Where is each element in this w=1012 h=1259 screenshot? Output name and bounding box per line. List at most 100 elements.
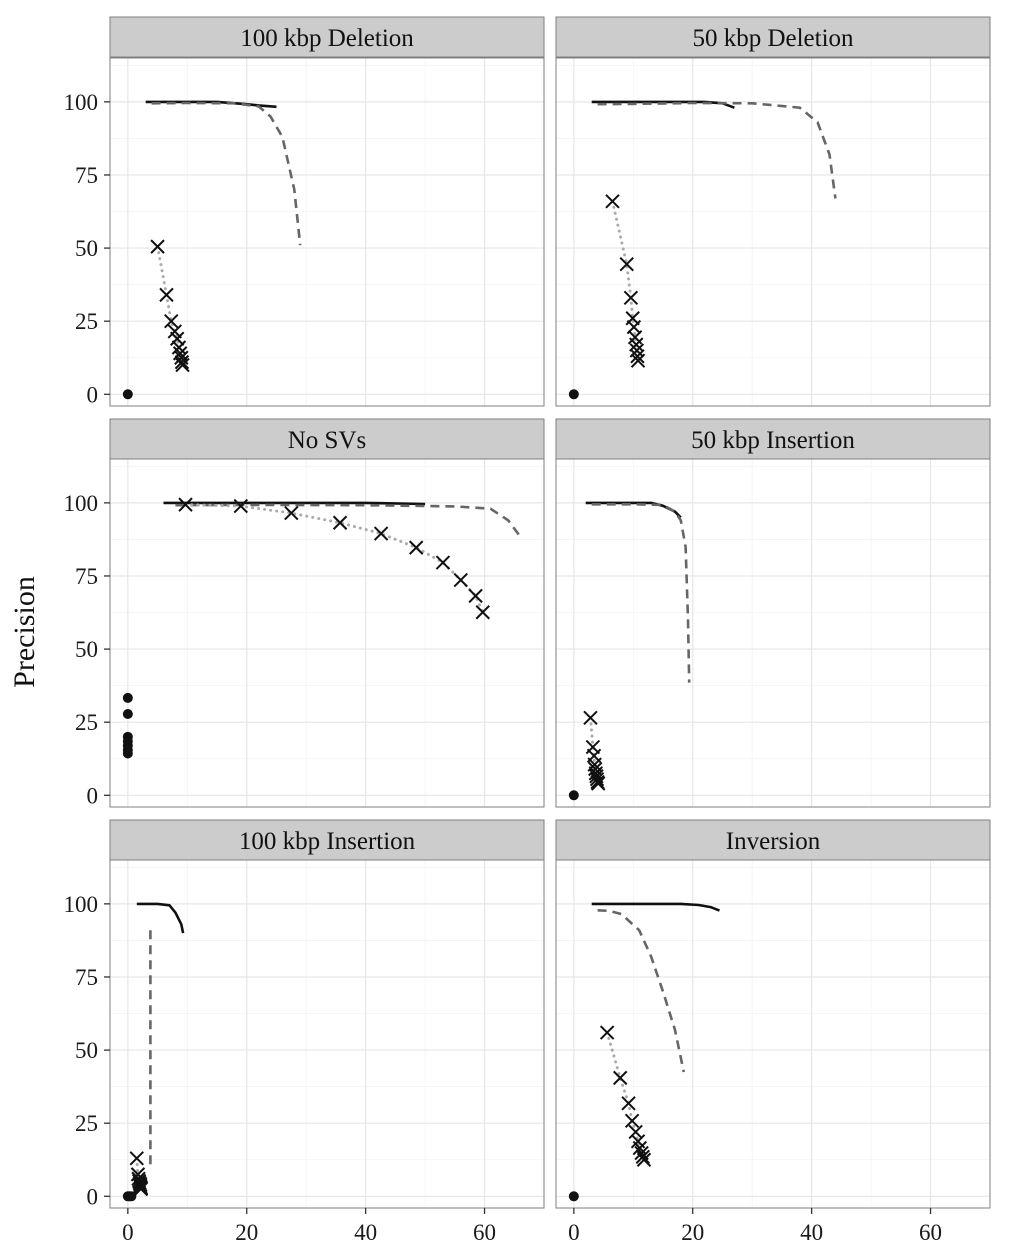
panel-background [109,57,545,407]
circle-point [568,389,579,400]
series-line-dotted_x [611,199,640,363]
facet-title: 100 kbp Deletion [240,25,414,52]
x-marker-point [150,239,165,254]
facet-panels: 100 kbp Deletion 0 25 50 75 100 50 kbp Deletio… [64,16,991,1245]
facet-strip [109,418,545,460]
x-marker-point [475,605,490,620]
x-marker-point [621,1096,636,1111]
x-marker-point [133,1181,149,1197]
circle-point [122,709,133,720]
series-line-dashed [597,909,686,1073]
series-line-dotted_x [156,245,184,367]
facet-strip [555,16,991,58]
facet-title: 50 kbp Deletion [692,25,854,52]
series-line-dotted_x [184,503,485,614]
facet-strip [555,418,991,460]
panel-border [555,859,991,1209]
x-marker-point [233,498,249,514]
y-tick-label: 75 [75,163,98,188]
panel-border [555,57,991,407]
x-marker-point [636,1152,652,1167]
facet-title: No SVs [288,427,367,454]
x-marker-point [133,1177,148,1192]
series-line-dashed [175,503,522,538]
y-tick-label: 100 [64,90,99,115]
x-marker-point [164,313,179,329]
facet-panel: 50 kbp Insertion [555,418,991,808]
x-tick-label: 20 [235,1220,258,1245]
facet-panel: No SVs 0 25 50 75 100 [64,418,545,808]
facet-panel: 100 kbp Deletion 0 25 50 75 100 [64,16,545,407]
x-marker-point [172,346,188,361]
y-tick-label: 100 [64,892,99,917]
x-tick-label: 0 [122,1220,134,1245]
x-marker-point [453,572,468,588]
x-marker-point [332,515,348,530]
x-marker-point [373,526,389,541]
x-tick-label: 60 [919,1220,942,1245]
x-marker-point [178,497,193,512]
x-marker-point [599,1025,615,1040]
x-marker-point [175,357,190,373]
circle-point [122,748,133,759]
facet-strip [555,819,991,861]
y-tick-label: 50 [75,236,98,261]
y-axis-label: Precision [8,576,41,688]
panel-background [555,458,991,808]
facet-title: 100 kbp Insertion [239,828,416,855]
series-line-dashed [597,101,837,199]
panel-border [109,458,545,808]
x-tick-label: 60 [473,1220,496,1245]
y-tick-label: 50 [75,1038,98,1063]
x-marker-point [630,349,645,364]
panel-data [122,497,522,759]
panel-border [109,57,545,407]
x-tick-label: 40 [354,1220,377,1245]
x-marker-point [635,1149,651,1165]
x-marker-point [284,505,299,521]
y-tick-label: 0 [87,1184,99,1209]
y-tick-label: 25 [75,1111,98,1136]
circle-point [122,692,133,703]
y-tick-label: 75 [75,965,98,990]
x-tick-label: 20 [681,1220,704,1245]
x-marker-point [619,256,634,272]
x-marker-point [468,588,483,604]
y-tick-label: 25 [75,309,98,334]
x-marker-point [159,287,174,303]
x-marker-point [628,1124,643,1140]
facet-panel: Inversion 0 20 40 60 [555,819,991,1245]
y-tick-label: 0 [87,783,99,808]
circle-point [122,389,133,400]
x-marker-point [129,1151,144,1166]
x-marker-point [174,354,190,370]
panel-border [555,458,991,808]
series-line-dashed [591,502,691,683]
x-marker-point [435,555,451,570]
x-marker-point [630,353,646,368]
facet-title: Inversion [726,828,821,855]
circle-point [126,1191,137,1202]
x-marker-point [583,710,598,726]
panel-data [568,100,837,400]
x-marker-point [623,290,639,306]
x-tick-label: 0 [568,1220,580,1245]
y-tick-label: 25 [75,710,98,735]
panel-data [122,902,185,1202]
x-marker-point [589,772,605,787]
facet-panel: 50 kbp Deletion [555,16,991,407]
facet-strip [109,16,545,58]
circle-point [568,790,579,801]
facet-title: 50 kbp Insertion [691,427,855,454]
x-marker-point [591,776,606,791]
facet-panel: 100 kbp Insertion 0 25 50 75 100 0 20 40 60 [64,819,545,1245]
facet-strip [109,819,545,861]
x-marker-point [613,1070,628,1086]
x-marker-point [169,331,185,346]
y-tick-label: 0 [87,382,99,407]
y-tick-label: 75 [75,564,98,589]
circle-point [568,1191,579,1202]
x-marker-point [629,337,644,352]
y-tick-label: 50 [75,637,98,662]
